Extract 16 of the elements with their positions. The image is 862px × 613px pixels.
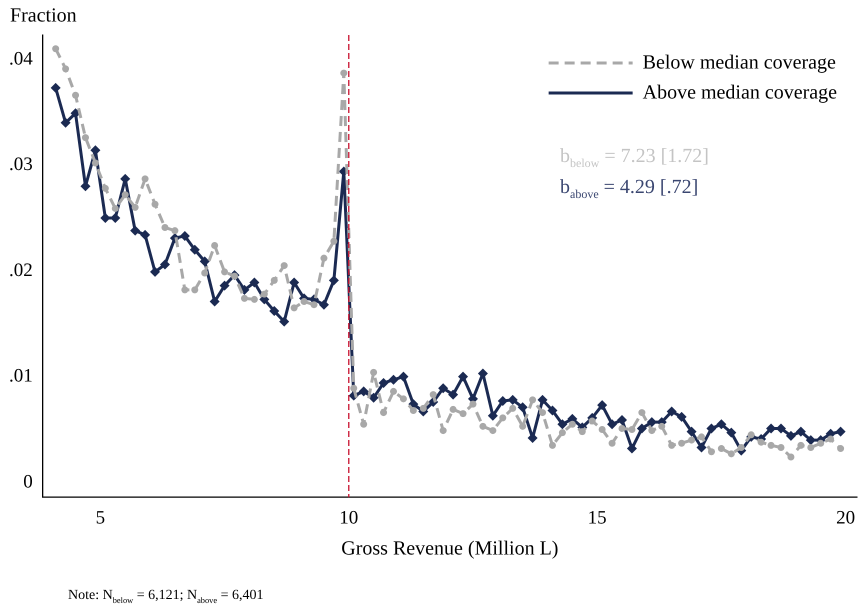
x-tick-label: 20: [836, 508, 856, 529]
y-tick-label: 0: [23, 471, 33, 492]
x-tick-label: 15: [588, 508, 607, 529]
x-axis-title: Gross Revenue (Million L): [341, 537, 558, 560]
legend-label: Above median coverage: [642, 81, 838, 104]
legend-label: Below median coverage: [642, 51, 836, 74]
annotation: b$_{below}$ = 7.23 [1.72]: [560, 145, 709, 171]
y-tick-label: .03: [9, 154, 33, 176]
annotation: b$_{above}$ = 4.29 [.72]: [560, 176, 698, 202]
y-axis-title: Fraction: [10, 4, 77, 26]
y-tick-label: .04: [9, 48, 34, 70]
x-tick-label: 10: [339, 508, 358, 529]
y-tick-label: .01: [9, 366, 33, 387]
text: Note: N$_{below}$ = 6,121; N$_{above}$ = 6,401: [68, 588, 264, 605]
y-tick-label: .02: [9, 260, 33, 281]
x-tick-label: 5: [96, 508, 106, 529]
